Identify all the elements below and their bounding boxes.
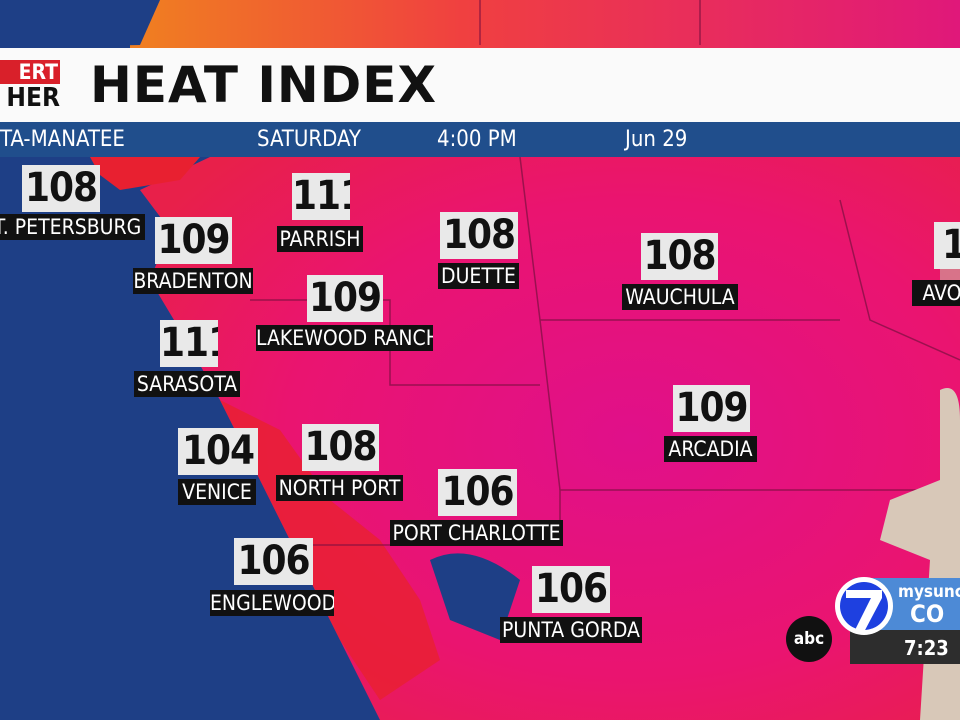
heat-index-value: 109	[673, 385, 750, 432]
heat-index-value: 104	[178, 428, 258, 475]
page-title: HEAT INDEX	[90, 56, 437, 114]
heat-index-value: 111	[160, 320, 218, 367]
heat-index-value: 108	[641, 233, 718, 280]
heat-index-value: 106	[438, 469, 517, 516]
location-name: NORTH PORT	[276, 475, 403, 501]
location-name: DUETTE	[438, 263, 519, 289]
abc-logo: abc	[786, 616, 832, 662]
date-label: Jun 29	[625, 127, 688, 152]
location-name: WAUCHULA	[622, 284, 738, 310]
location-name: ARCADIA	[664, 436, 757, 462]
location-name: SARASOTA	[134, 371, 240, 397]
location-name: VENICE	[178, 479, 256, 505]
heat-index-value: 111	[292, 173, 350, 220]
brand-text: mysunc	[898, 582, 960, 602]
location-name: T. PETERSBURG	[0, 214, 145, 240]
location-name: LAKEWOOD RANCH	[256, 325, 433, 351]
info-bar: TA-MANATEE SATURDAY 4:00 PM Jun 29	[0, 122, 960, 157]
location-name: PORT CHARLOTTE	[390, 520, 563, 546]
channel-7-logo	[835, 577, 893, 635]
heat-index-value: 108	[440, 212, 518, 259]
heat-index-value: 1	[934, 222, 960, 269]
time-label: 4:00 PM	[437, 127, 517, 152]
heat-index-value: 108	[22, 165, 100, 212]
heat-index-value: 108	[302, 424, 379, 471]
heat-index-value: 106	[532, 566, 610, 613]
heat-index-value: 109	[307, 275, 383, 322]
region-label: TA-MANATEE	[0, 127, 125, 152]
brand-text-2: CO	[910, 600, 945, 628]
heat-index-value: 109	[155, 217, 232, 264]
location-name: AVO	[912, 280, 960, 306]
location-name: PARRISH	[277, 226, 363, 252]
location-name: BRADENTON	[133, 268, 253, 294]
alert-logo-line2: HER	[6, 84, 60, 112]
location-name: ENGLEWOOD	[210, 590, 334, 616]
station-bug: mysunc CO 7:23 abc	[786, 577, 960, 664]
location-name: PUNTA GORDA	[500, 617, 642, 643]
day-label: SATURDAY	[257, 127, 361, 152]
alert-logo-line1: ERT	[0, 60, 60, 84]
clock: 7:23	[904, 636, 949, 660]
heat-index-value: 106	[234, 538, 313, 585]
header-band	[0, 48, 960, 122]
